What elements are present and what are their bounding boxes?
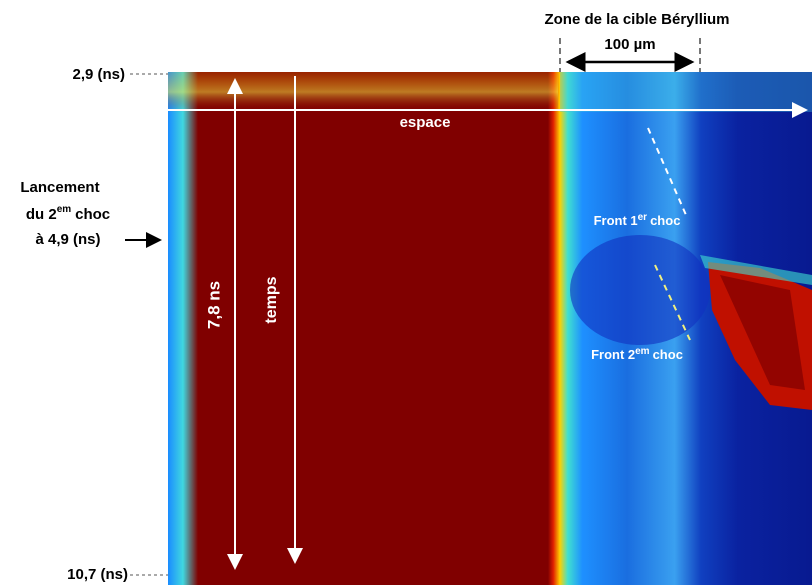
front-text: choc bbox=[650, 213, 680, 228]
front-text: Front 2 bbox=[591, 347, 635, 362]
launch-text: choc bbox=[75, 206, 110, 223]
front-label: Front 2em choc bbox=[591, 346, 683, 363]
space-label: espace bbox=[400, 114, 451, 131]
front-sup: er bbox=[638, 212, 648, 223]
front-text: Front 1 bbox=[594, 213, 638, 228]
zone-title: Zone de la cible Béryllium bbox=[544, 11, 729, 28]
annotations bbox=[125, 38, 808, 576]
launch-line: du 2em choc bbox=[26, 204, 110, 223]
front-sup: em bbox=[635, 346, 650, 357]
launch-text: du 2 bbox=[26, 206, 57, 223]
zone-width: 100 µm bbox=[604, 36, 655, 53]
streak-image bbox=[168, 72, 812, 585]
front-text: choc bbox=[653, 347, 683, 362]
time-label: temps bbox=[263, 276, 280, 323]
time-start: 2,9 (ns) bbox=[72, 66, 125, 83]
duration-label: 7,8 ns bbox=[204, 281, 223, 329]
launch-sup: em bbox=[57, 204, 72, 215]
launch-line: à 4,9 (ns) bbox=[35, 231, 100, 248]
time-end: 10,7 (ns) bbox=[67, 566, 128, 583]
launch-line: Lancement bbox=[20, 179, 99, 196]
front-label: Front 1er choc bbox=[594, 212, 681, 229]
